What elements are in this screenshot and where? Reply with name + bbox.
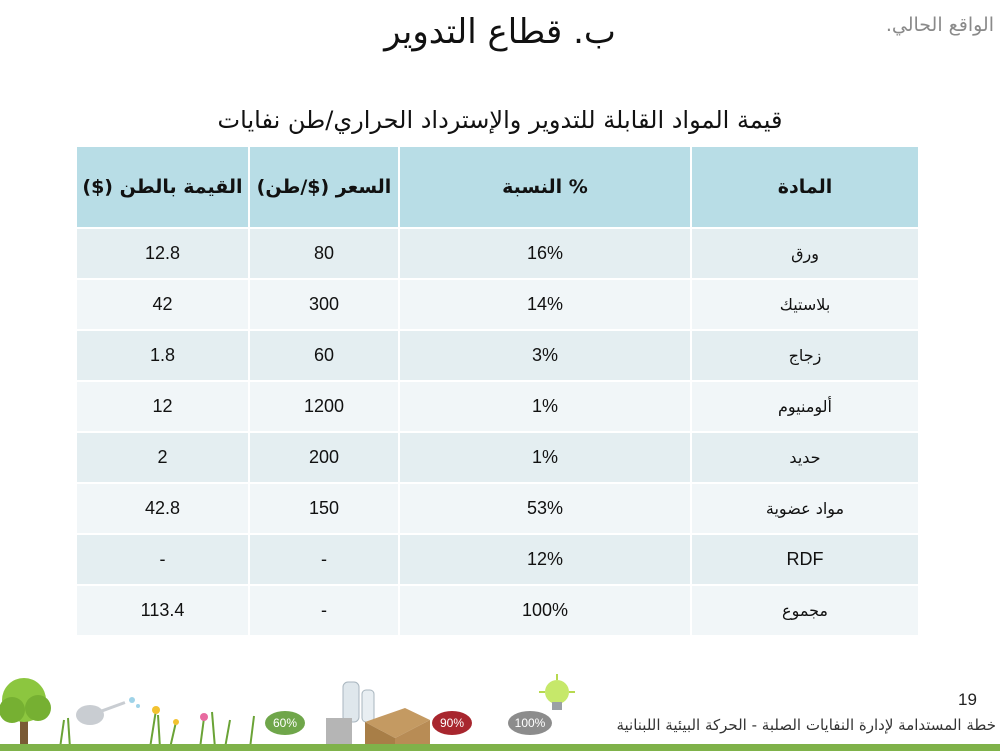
- table-row: مواد عضوية 53% 150 42.8: [75, 482, 920, 535]
- cell-percent: 53%: [398, 482, 692, 535]
- header-percent: % النسبة: [398, 145, 692, 229]
- cell-value: 113.4: [75, 584, 250, 637]
- cell-material: بلاستيك: [690, 278, 920, 331]
- table-header-row: المادة % النسبة السعر ($/طن) القيمة بالط…: [75, 145, 920, 229]
- header-material: المادة: [690, 145, 920, 229]
- badge-90-label: 90%: [440, 716, 464, 730]
- cell-value: -: [75, 533, 250, 586]
- table-row: زجاج 3% 60 1.8: [75, 329, 920, 382]
- table-row: ألومنيوم 1% 1200 12: [75, 380, 920, 433]
- table-row: بلاستيك 14% 300 42: [75, 278, 920, 331]
- badge-100: 100%: [508, 711, 552, 735]
- cell-price: 300: [248, 278, 400, 331]
- badge-60: 60%: [265, 711, 305, 735]
- cell-value: 42.8: [75, 482, 250, 535]
- section-label: الواقع الحالي.: [885, 14, 994, 36]
- cell-material: مجموع: [690, 584, 920, 637]
- cell-percent: 14%: [398, 278, 692, 331]
- cell-value: 42: [75, 278, 250, 331]
- tree-icon: [0, 678, 51, 748]
- cell-price: 80: [248, 227, 400, 280]
- cell-material: RDF: [690, 533, 920, 586]
- grass-icon: [59, 709, 255, 749]
- cell-material: حديد: [690, 431, 920, 484]
- footer-bar: [0, 744, 1000, 751]
- page-number: 19: [958, 690, 977, 709]
- recycling-items-icon: [326, 681, 430, 751]
- badge-60-label: 60%: [273, 716, 297, 730]
- table-row-total: مجموع 100% - 113.4: [75, 584, 920, 637]
- cell-value: 2: [75, 431, 250, 484]
- cell-percent: 16%: [398, 227, 692, 280]
- cell-price: -: [248, 533, 400, 586]
- footer-organization-text: خطة المستدامة لإدارة النفايات الصلبة - ا…: [616, 716, 996, 734]
- header-price: السعر ($/طن): [248, 145, 400, 229]
- cell-price: 1200: [248, 380, 400, 433]
- badge-90: 90%: [432, 711, 472, 735]
- cell-percent: 12%: [398, 533, 692, 586]
- cell-price: 60: [248, 329, 400, 382]
- cell-price: -: [248, 584, 400, 637]
- slide-title: ب. قطاع التدوير: [384, 12, 616, 52]
- lightbulb-icon: [539, 674, 575, 710]
- flower-icon: [152, 706, 208, 725]
- header-value: القيمة بالطن ($): [75, 145, 250, 229]
- badge-100-label: 100%: [515, 716, 546, 730]
- cell-percent: 1%: [398, 431, 692, 484]
- cell-percent: 3%: [398, 329, 692, 382]
- table-row: ورق 16% 80 12.8: [75, 227, 920, 280]
- cell-price: 200: [248, 431, 400, 484]
- table-caption: قيمة المواد القابلة للتدوير والإسترداد ا…: [217, 106, 783, 134]
- cell-material: ورق: [690, 227, 920, 280]
- watering-can-icon: [76, 697, 140, 725]
- cell-material: مواد عضوية: [690, 482, 920, 535]
- cell-value: 1.8: [75, 329, 250, 382]
- footer-illustration: 60% 90% 100%: [0, 674, 575, 751]
- table-row: حديد 1% 200 2: [75, 431, 920, 484]
- cell-material: ألومنيوم: [690, 380, 920, 433]
- cell-value: 12: [75, 380, 250, 433]
- cell-price: 150: [248, 482, 400, 535]
- cell-percent: 1%: [398, 380, 692, 433]
- recyclables-value-table: المادة % النسبة السعر ($/طن) القيمة بالط…: [75, 145, 920, 637]
- cell-value: 12.8: [75, 227, 250, 280]
- table-row: RDF 12% - -: [75, 533, 920, 586]
- cell-percent: 100%: [398, 584, 692, 637]
- cell-material: زجاج: [690, 329, 920, 382]
